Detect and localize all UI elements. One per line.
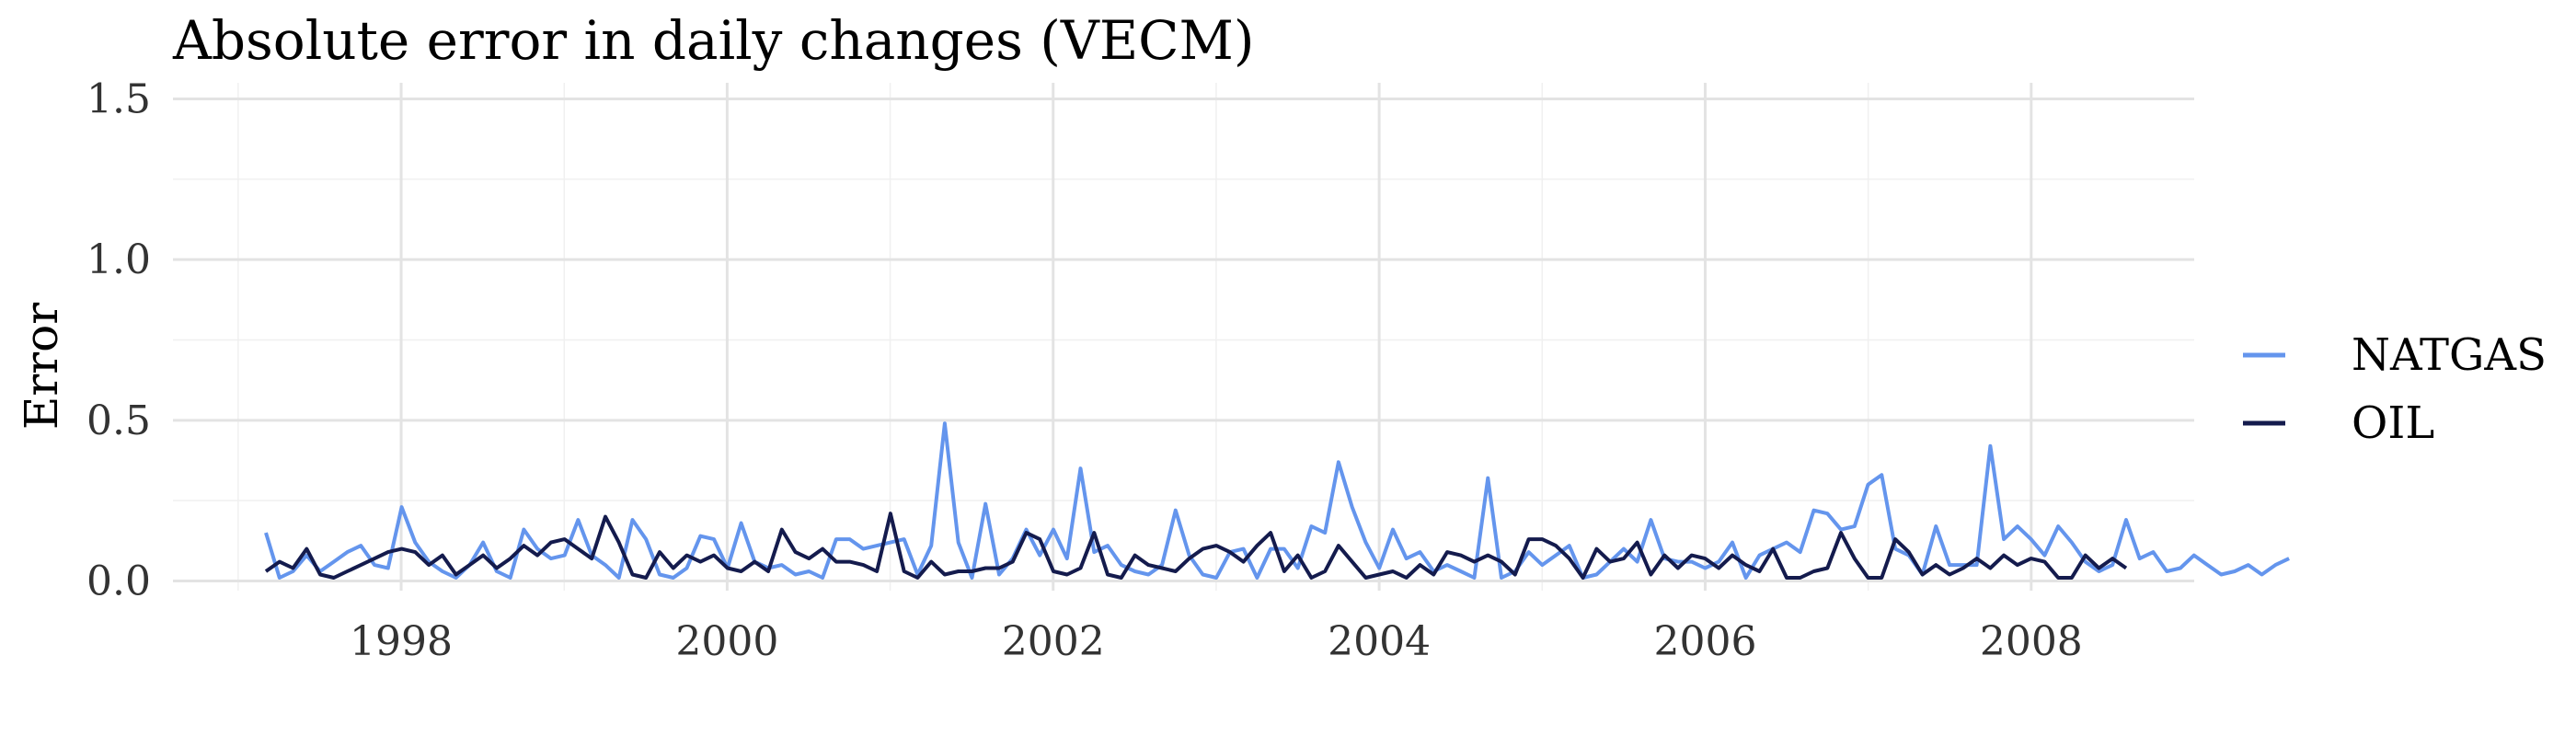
x-tick-label: 1998 <box>350 618 453 665</box>
x-tick-label: 2004 <box>1328 618 1431 665</box>
y-axis-ticks: 0.0 0.5 1.0 1.5 <box>86 75 151 604</box>
x-tick-label: 2006 <box>1653 618 1756 665</box>
x-axis-ticks: 1998 2000 2002 2004 2006 2008 <box>350 618 2083 665</box>
x-tick-label: 2002 <box>1002 618 1105 665</box>
legend-label-natgas: NATGAS <box>2352 329 2547 381</box>
grid <box>173 83 2194 591</box>
y-tick-label: 1.5 <box>86 75 151 122</box>
y-axis-label: Error <box>15 303 68 430</box>
legend-label-oil: OIL <box>2352 397 2434 449</box>
y-tick-label: 0.5 <box>86 397 151 444</box>
series-line-oil <box>264 512 2128 580</box>
x-tick-label: 2008 <box>1980 618 2083 665</box>
x-tick-label: 2000 <box>675 618 778 665</box>
y-tick-label: 0.0 <box>86 558 151 605</box>
chart-title: Absolute error in daily changes (VECM) <box>172 9 1255 72</box>
legend: NATGAS OIL <box>2243 329 2547 449</box>
y-tick-label: 1.0 <box>86 236 151 283</box>
series-lines <box>264 421 2290 580</box>
